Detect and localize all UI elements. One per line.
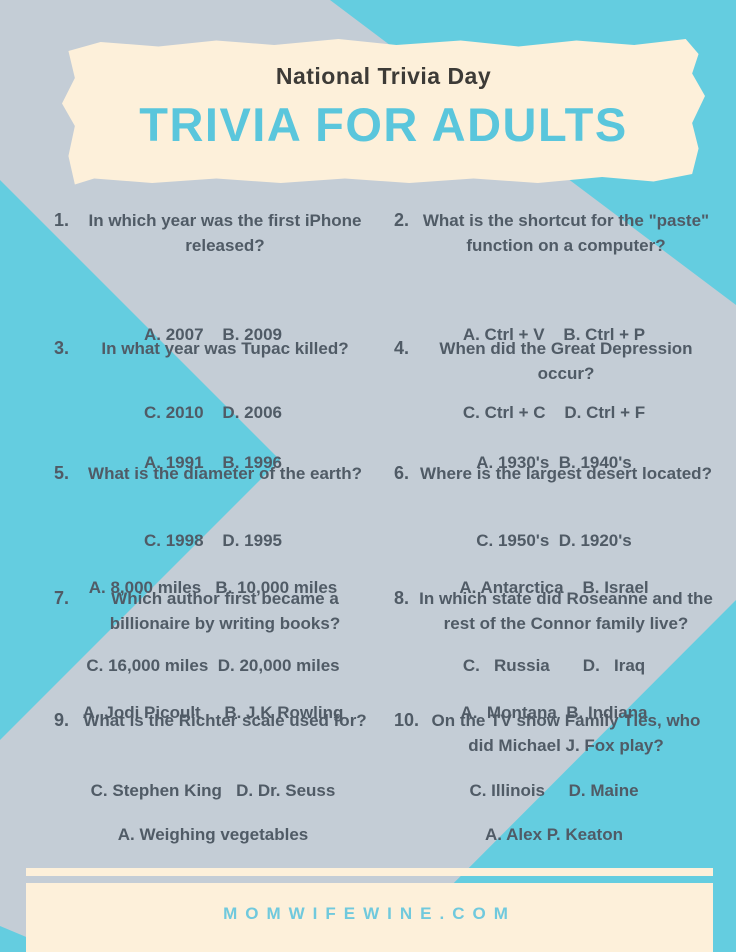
question-head: 2. What is the shortcut for the "paste" … — [388, 208, 720, 258]
question-number: 10. — [394, 710, 420, 730]
answer-options: A. 8,000 miles B. 10,000 miles C. 16,000… — [48, 523, 378, 731]
question-block-1: 1. In which year was the first iPhone re… — [48, 200, 378, 422]
question-head: 10. On the TV show Family Ties, who did … — [388, 708, 720, 758]
question-block-8: 8. In which state did Roseanne and the r… — [388, 578, 720, 800]
answer-options: A. Jodi Picoult B. J.K Rowling C. Stephe… — [48, 648, 378, 856]
question-text: What is the Richter scale used for? — [83, 711, 367, 730]
answer-line: A. Weighing vegetables — [117, 825, 309, 844]
question-number: 9. — [54, 710, 70, 730]
footer-divider-stripe — [26, 868, 713, 876]
question-block-7: 7. Which author first became a billionai… — [48, 578, 378, 800]
answer-line: A. Ctrl + V B. Ctrl + P — [462, 325, 646, 344]
question-text: In what year was Tupac killed? — [101, 339, 349, 358]
website-url: MOMWIFEWINE.COM — [223, 904, 516, 923]
question-text: Where is the largest desert located? — [420, 464, 712, 483]
question-text: Which author first became a billionaire … — [109, 589, 341, 633]
answer-options: A. 2007 B. 2009 C. 2010 D. 2006 — [48, 270, 378, 478]
question-block-5: 5. What is the diameter of the earth? A.… — [48, 453, 378, 675]
answer-line: A. Alex P. Keaton — [485, 825, 623, 844]
question-head: 8. In which state did Roseanne and the r… — [388, 586, 720, 636]
answer-options: A. Antarctica B. Israel C. Russia D. Ira… — [388, 523, 720, 731]
answer-options: A. Montana B. Indiana C. Illinois D. Mai… — [388, 648, 720, 856]
question-text: In which year was the first iPhone relea… — [88, 211, 362, 255]
answer-options: A. 1991 B. 1996 C. 1998 D. 1995 — [48, 398, 378, 606]
question-text: In which state did Roseanne and the rest… — [419, 589, 713, 633]
answer-line: C. Illinois D. Maine — [469, 781, 639, 800]
question-text: What is the shortcut for the "paste" fun… — [422, 211, 710, 255]
question-number: 3. — [54, 338, 70, 358]
question-number: 1. — [54, 210, 70, 230]
answer-line: A. 2007 B. 2009 — [144, 325, 282, 344]
answer-line: C. Ctrl + C D. Ctrl + F — [462, 403, 646, 422]
question-head: 3. In what year was Tupac killed? — [48, 336, 378, 386]
question-head: 5. What is the diameter of the earth? — [48, 461, 378, 511]
question-number: 7. — [54, 588, 70, 608]
question-head: 4. When did the Great Depression occur? — [388, 336, 720, 386]
question-text: When did the Great Depression occur? — [439, 339, 693, 383]
answer-line: C. 2010 D. 2006 — [144, 403, 282, 422]
answer-line: A. Jodi Picoult B. J.K Rowling — [82, 703, 344, 722]
question-head: 6. Where is the largest desert located? — [388, 461, 720, 511]
question-block-4: 4. When did the Great Depression occur? … — [388, 328, 720, 550]
header-banner: National Trivia Day TRIVIA FOR ADULTS — [62, 39, 705, 185]
footer-band: MOMWIFEWINE.COM — [26, 883, 713, 952]
question-text: On the TV show Family Ties, who did Mich… — [431, 711, 701, 755]
question-number: 5. — [54, 463, 70, 483]
question-head: 1. In which year was the first iPhone re… — [48, 208, 378, 258]
question-block-3: 3. In what year was Tupac killed? A. 199… — [48, 328, 378, 550]
answer-line: C. Russia D. Iraq — [462, 656, 646, 675]
question-block-6: 6. Where is the largest desert located? … — [388, 453, 720, 675]
answer-line: C. 1950's D. 1920's — [476, 531, 632, 550]
answer-line: A. Montana B. Indiana — [460, 703, 648, 722]
answer-options: A. 1930's B. 1940's C. 1950's D. 1920's — [388, 398, 720, 606]
question-number: 4. — [394, 338, 410, 358]
answer-line: A. 8,000 miles B. 10,000 miles — [88, 578, 338, 597]
answer-options: A. Ctrl + V B. Ctrl + P C. Ctrl + C D. C… — [388, 270, 720, 478]
answer-line: C. 1998 D. 1995 — [144, 531, 282, 550]
question-head: 7. Which author first became a billionai… — [48, 586, 378, 636]
question-head: 9. What is the Richter scale used for? — [48, 708, 378, 758]
page-title: TRIVIA FOR ADULTS — [139, 98, 628, 151]
question-number: 2. — [394, 210, 410, 230]
questions-grid: 1. In which year was the first iPhone re… — [48, 200, 720, 952]
question-number: 8. — [394, 588, 410, 608]
header-subtitle: National Trivia Day — [275, 63, 492, 89]
question-block-2: 2. What is the shortcut for the "paste" … — [388, 200, 720, 422]
answer-line: A. Antarctica B. Israel — [459, 578, 649, 597]
question-number: 6. — [394, 463, 410, 483]
answer-line: A. 1930's B. 1940's — [476, 453, 632, 472]
answer-line: C. 16,000 miles D. 20,000 miles — [86, 656, 340, 675]
answer-line: C. Stephen King D. Dr. Seuss — [90, 781, 336, 800]
answer-line: A. 1991 B. 1996 — [144, 453, 282, 472]
question-text: What is the diameter of the earth? — [88, 464, 362, 483]
